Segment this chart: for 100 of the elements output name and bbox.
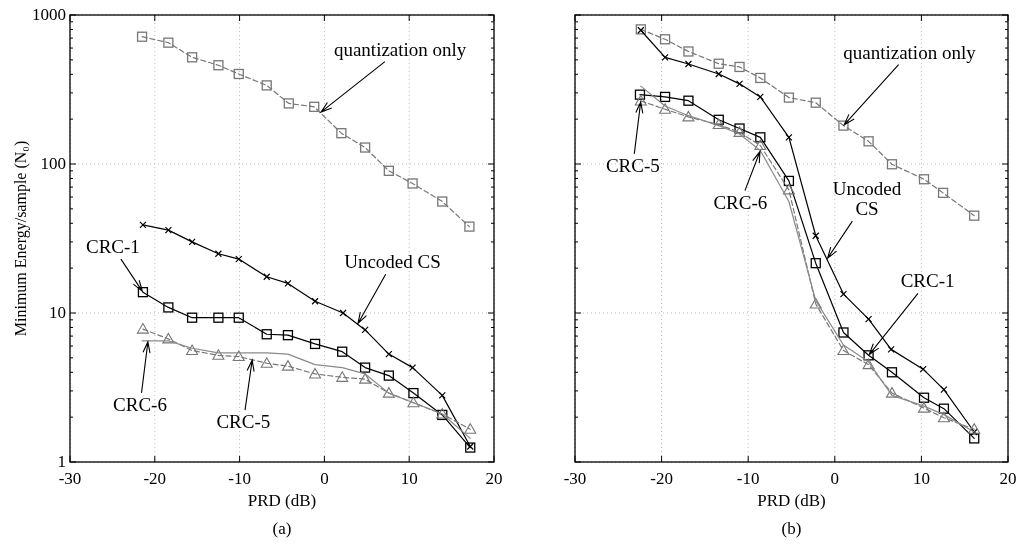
point <box>283 98 294 109</box>
point <box>918 174 930 185</box>
point <box>755 72 766 84</box>
point <box>186 344 199 356</box>
point <box>969 433 980 444</box>
annotation: Uncoded CS <box>832 178 902 220</box>
y-tick-label: 1 <box>57 452 66 471</box>
point <box>233 312 244 323</box>
annotation: CRC-6 <box>113 393 167 415</box>
x-tick-label: 20 <box>999 469 1017 488</box>
point <box>634 94 647 106</box>
point <box>311 297 319 305</box>
point <box>810 258 821 269</box>
point <box>309 367 322 379</box>
annotation: quantization only <box>843 41 977 63</box>
point <box>162 332 175 344</box>
point <box>383 370 394 381</box>
point <box>887 345 895 353</box>
point <box>863 136 874 147</box>
point <box>186 312 198 323</box>
annotation: CRC-1 <box>900 270 955 292</box>
text: (b) <box>781 519 802 538</box>
point <box>212 349 225 360</box>
point <box>754 139 767 151</box>
point <box>734 61 745 73</box>
point <box>918 392 930 403</box>
point <box>261 80 272 91</box>
point <box>282 330 294 341</box>
point <box>336 128 347 139</box>
y-tick-label: 100 <box>40 154 66 173</box>
point <box>684 60 693 68</box>
point <box>783 175 795 187</box>
point <box>940 386 948 394</box>
point <box>407 178 418 189</box>
x-tick-label: 0 <box>830 469 840 488</box>
point <box>756 93 764 101</box>
point <box>385 350 393 358</box>
point <box>683 46 694 57</box>
point <box>336 371 349 382</box>
point <box>309 101 320 112</box>
point <box>917 402 931 413</box>
annotation: CRC-5 <box>605 154 660 176</box>
point <box>864 315 873 323</box>
y-tick-label: 10 <box>49 303 66 322</box>
y-tick-label: 1000 <box>32 5 66 24</box>
point <box>735 80 744 88</box>
point <box>712 118 725 130</box>
x-tick-label: -30 <box>58 469 82 488</box>
point <box>634 89 646 100</box>
point <box>863 350 874 361</box>
point <box>309 338 321 350</box>
point <box>659 91 671 103</box>
point <box>137 287 149 298</box>
point <box>783 92 795 103</box>
point <box>755 132 766 143</box>
point <box>683 95 694 106</box>
point <box>260 357 273 368</box>
text: (a) <box>272 519 292 538</box>
point <box>233 68 244 80</box>
x-tick-label: -20 <box>143 469 167 488</box>
point <box>862 358 875 370</box>
point <box>408 387 419 399</box>
annotation: CRC-5 <box>216 411 271 433</box>
annotation: Uncoded CS <box>344 251 441 273</box>
point <box>214 250 222 258</box>
point <box>383 165 394 176</box>
point <box>164 226 172 234</box>
point <box>284 279 292 287</box>
point <box>136 323 149 334</box>
point <box>968 423 981 434</box>
point <box>969 210 980 221</box>
y-axis-title: Minimum Energy/sample (N₀) <box>12 140 30 337</box>
x-tick-label: 10 <box>912 469 930 488</box>
point <box>937 411 950 423</box>
point <box>659 34 671 45</box>
point <box>186 52 198 63</box>
point <box>213 60 224 71</box>
point <box>837 344 850 356</box>
point <box>937 187 949 199</box>
point <box>715 70 723 78</box>
point <box>136 31 148 42</box>
point <box>437 196 448 207</box>
point <box>235 255 243 263</box>
point <box>938 403 950 414</box>
point <box>261 329 272 340</box>
point <box>438 391 446 399</box>
point <box>359 362 371 373</box>
point <box>886 367 898 378</box>
point <box>838 327 849 338</box>
point <box>839 290 848 298</box>
point <box>885 387 899 398</box>
point <box>464 423 477 434</box>
x-axis-title: PRD (dB) <box>757 491 826 510</box>
point <box>782 183 795 195</box>
point <box>281 360 294 371</box>
point <box>809 297 822 309</box>
point <box>682 110 695 122</box>
point <box>810 97 821 108</box>
point <box>713 58 724 69</box>
annotation: CRC-1 <box>86 236 140 258</box>
